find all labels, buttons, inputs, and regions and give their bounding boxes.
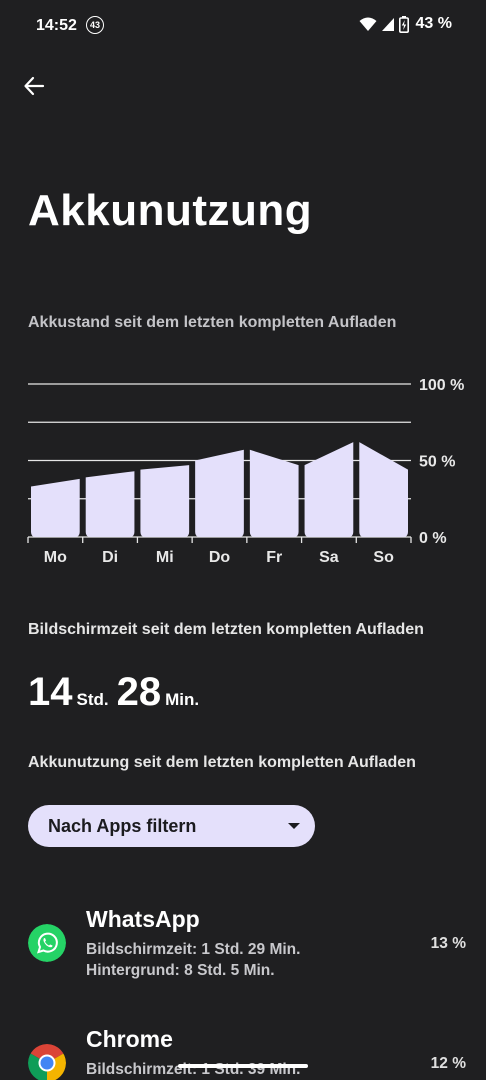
x-tick-label: Mi	[156, 549, 174, 566]
battery-segment-fr	[249, 449, 299, 537]
battery-segment-sa	[304, 442, 354, 537]
battery-segment-mo	[31, 478, 80, 537]
status-time: 14:52	[36, 17, 77, 34]
status-icons: 43 %	[359, 15, 452, 33]
app-usage-percent: 13 %	[430, 935, 466, 952]
app-row-chrome[interactable]: Chrome Bildschirmzeit: 1 Std. 39 Min. 12…	[0, 1020, 486, 1080]
app-name: Chrome	[86, 1026, 173, 1052]
screen-time-label: Bildschirmzeit seit dem letzten komplett…	[28, 621, 424, 638]
battery-percentage: 43 %	[415, 15, 452, 32]
back-button[interactable]	[18, 70, 50, 102]
arrow-back-icon	[24, 76, 45, 96]
y-tick-label: 50 %	[419, 454, 455, 471]
app-screen-time: Bildschirmzeit: 1 Std. 29 Min.	[86, 941, 301, 958]
screen-time-minutes: 28	[116, 670, 162, 714]
x-tick-label: Sa	[319, 549, 339, 566]
x-tick-label: Mo	[44, 549, 67, 566]
battery-segment-do	[195, 449, 244, 537]
x-tick-label: So	[373, 549, 394, 566]
battery-level-label: Akkustand seit dem letzten kompletten Au…	[28, 314, 397, 331]
wifi-icon	[359, 17, 377, 31]
battery-charging-icon	[398, 15, 409, 33]
battery-level-chart: 100 % 50 % 0 % Mo Di Mi Do Fr Sa So	[27, 377, 464, 566]
app-name: WhatsApp	[86, 906, 200, 932]
y-tick-label: 0 %	[419, 530, 447, 547]
battery-segment-mi	[140, 465, 190, 537]
x-tick-label: Di	[102, 549, 118, 566]
screen-time-value: 14 Std. 28 Min.	[28, 670, 207, 715]
battery-segment-so	[359, 442, 408, 537]
screen-time-hours: 14	[28, 670, 73, 714]
chrome-icon	[28, 1044, 66, 1080]
home-indicator[interactable]	[178, 1064, 308, 1068]
cell-signal-icon	[381, 18, 394, 31]
filter-apps-dropdown[interactable]: Nach Apps filtern	[28, 805, 315, 847]
y-tick-label: 100 %	[419, 377, 464, 394]
app-background-time: Hintergrund: 8 Std. 5 Min.	[86, 962, 275, 979]
x-tick-label: Fr	[266, 549, 282, 566]
app-usage-percent: 12 %	[430, 1055, 466, 1072]
x-tick-label: Do	[209, 549, 231, 566]
page-title: Akkunutzung	[28, 186, 313, 235]
notification-badge-icon: 43	[86, 16, 104, 34]
dropdown-arrow-icon	[288, 823, 300, 829]
whatsapp-icon	[28, 924, 66, 962]
filter-apps-label: Nach Apps filtern	[48, 815, 197, 836]
battery-segment-di	[85, 471, 135, 537]
battery-usage-label: Akkunutzung seit dem letzten kompletten …	[28, 754, 416, 771]
screen-time-minutes-unit: Min.	[165, 690, 200, 709]
screen-time-hours-unit: Std.	[76, 690, 109, 709]
app-row-whatsapp[interactable]: WhatsApp Bildschirmzeit: 1 Std. 29 Min. …	[0, 900, 486, 990]
